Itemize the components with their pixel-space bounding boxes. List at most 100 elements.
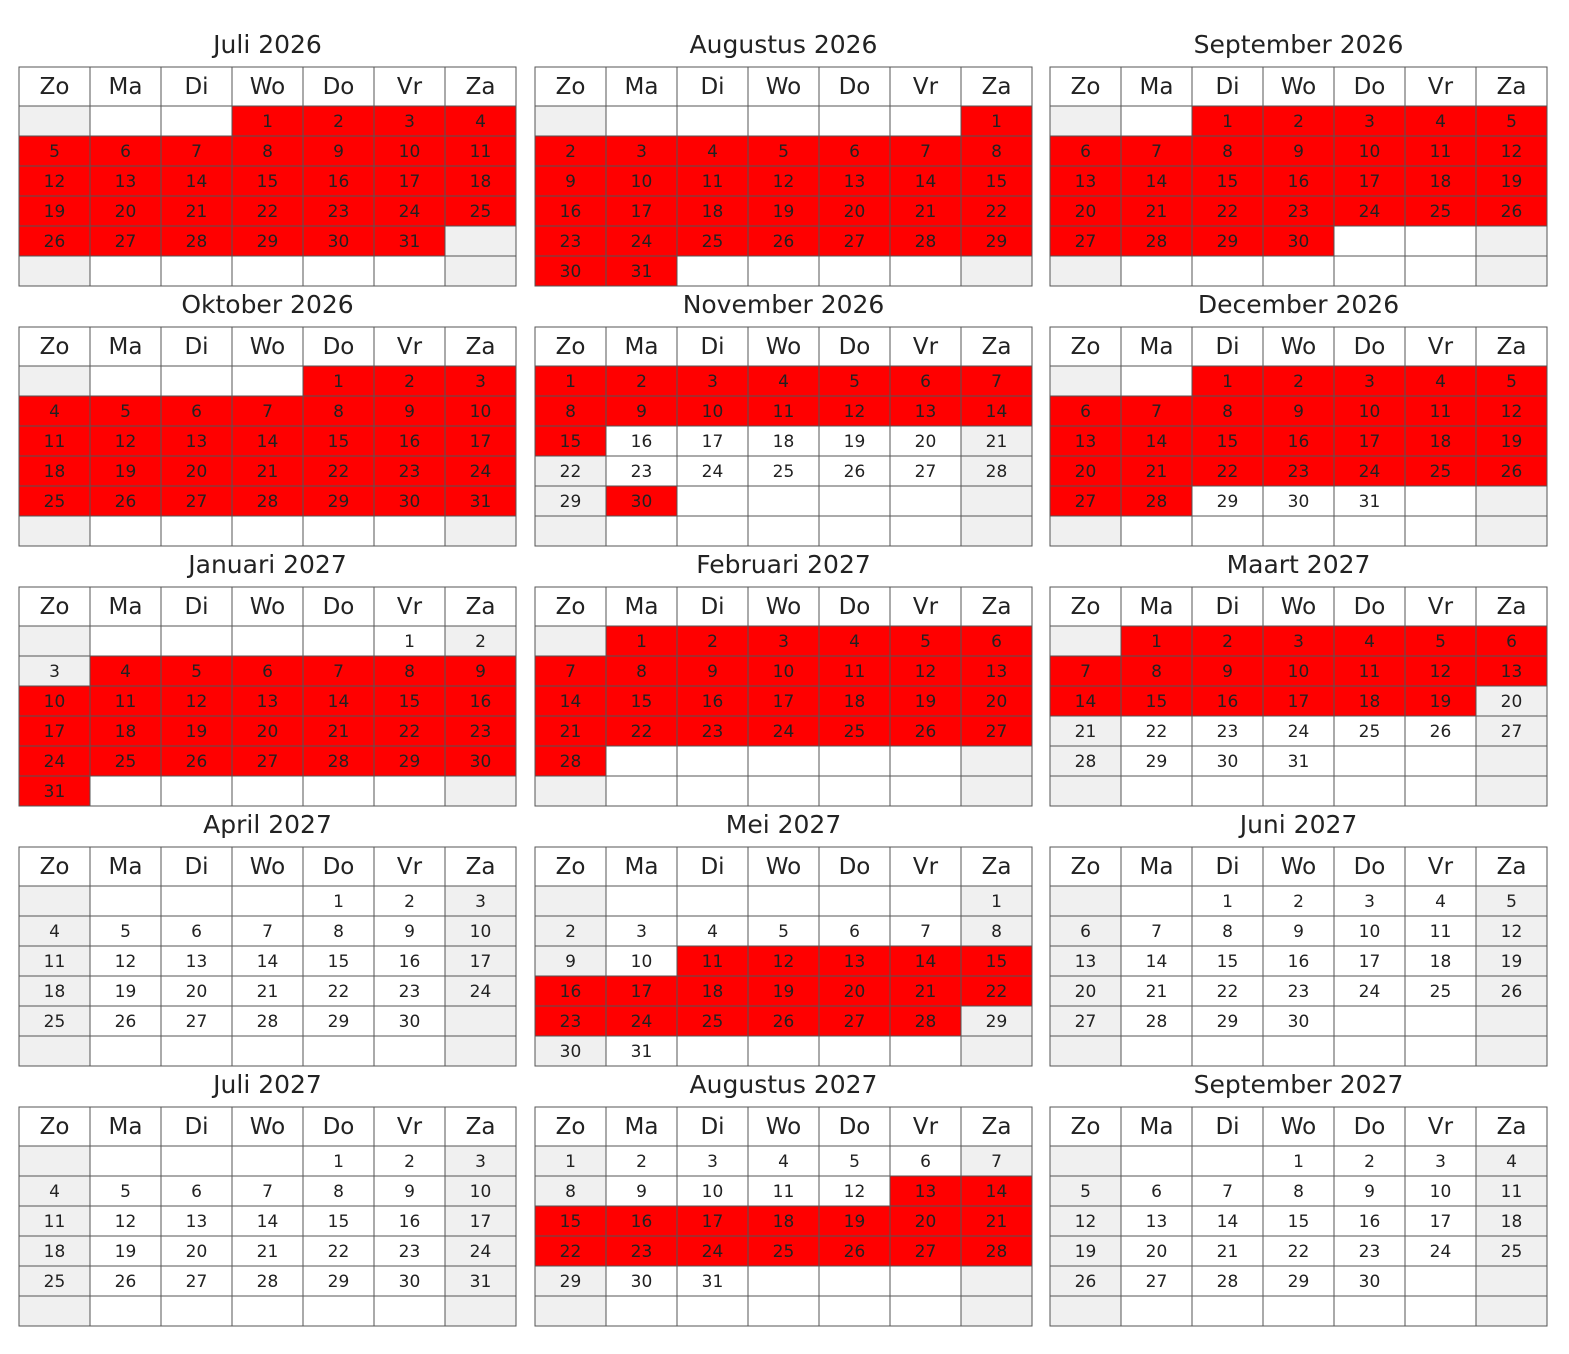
day-number: 4 — [1435, 892, 1446, 912]
day-cell — [89, 945, 162, 977]
day-number: 30 — [1288, 1012, 1310, 1032]
day-number: 5 — [1506, 112, 1517, 132]
booked-day-cell — [534, 395, 607, 427]
day-number: 17 — [631, 202, 653, 222]
day-number: 6 — [191, 1182, 202, 1202]
day-number: 14 — [1146, 432, 1168, 452]
weekday: Wo — [1281, 334, 1316, 360]
day-cell — [160, 1205, 233, 1237]
day-cell — [1262, 775, 1335, 807]
weekday-cell — [18, 66, 91, 107]
day-number: 12 — [115, 1212, 137, 1232]
day-cell — [747, 1145, 820, 1177]
day-cell — [1049, 715, 1122, 747]
day-number: 11 — [44, 432, 66, 452]
weekday-cell — [676, 1106, 749, 1147]
day-cell — [89, 1205, 162, 1237]
day-cell — [1475, 485, 1548, 517]
day-number: 30 — [631, 1272, 653, 1292]
day-cell — [1333, 515, 1406, 547]
day-cell — [676, 105, 749, 137]
day-number: 10 — [1430, 1182, 1452, 1202]
booked-day-cell — [160, 195, 233, 227]
booked-day-cell — [960, 225, 1033, 257]
booked-day-cell — [160, 135, 233, 167]
day-cell — [960, 915, 1033, 947]
day-number: 20 — [186, 982, 208, 1002]
day-number: 14 — [1217, 1212, 1239, 1232]
day-number: 11 — [1430, 922, 1452, 942]
day-number: 23 — [470, 722, 492, 742]
booked-day-cell — [89, 745, 162, 777]
day-number: 13 — [915, 402, 937, 422]
booked-day-cell — [1262, 685, 1335, 717]
day-number: 30 — [328, 232, 350, 252]
day-cell — [1404, 745, 1477, 777]
day-number: 6 — [991, 632, 1002, 652]
booked-day-cell — [1191, 195, 1264, 227]
day-cell — [160, 1265, 233, 1297]
day-number: 6 — [1151, 1182, 1162, 1202]
weekday: Ma — [109, 334, 143, 360]
day-number: 29 — [328, 1012, 350, 1032]
booked-day-cell — [18, 135, 91, 167]
booked-day-cell — [1333, 425, 1406, 457]
day-number: 26 — [844, 1242, 866, 1262]
day-cell — [1404, 225, 1477, 257]
weekday: Do — [1354, 1114, 1386, 1140]
day-number: 17 — [702, 432, 724, 452]
day-cell — [960, 1265, 1033, 1297]
booked-day-cell — [302, 685, 375, 717]
day-cell — [373, 775, 446, 807]
day-number: 8 — [404, 662, 415, 682]
booked-day-cell — [534, 975, 607, 1007]
day-cell — [302, 915, 375, 947]
day-number: 23 — [399, 462, 421, 482]
booked-day-cell — [444, 685, 517, 717]
day-number: 5 — [120, 922, 131, 942]
day-number: 5 — [1506, 892, 1517, 912]
day-number: 5 — [778, 142, 789, 162]
day-number: 23 — [1359, 1242, 1381, 1262]
day-number: 10 — [1359, 402, 1381, 422]
day-number: 10 — [470, 922, 492, 942]
day-number: 6 — [849, 142, 860, 162]
day-number: 8 — [1293, 1182, 1304, 1202]
day-cell — [1333, 885, 1406, 917]
day-cell — [818, 1265, 891, 1297]
day-number: 18 — [1430, 432, 1452, 452]
day-number: 3 — [636, 142, 647, 162]
day-number: 28 — [257, 1272, 279, 1292]
day-number: 26 — [773, 232, 795, 252]
day-number: 14 — [257, 1212, 279, 1232]
day-number: 31 — [1288, 752, 1310, 772]
booked-day-cell — [18, 485, 91, 517]
month-title: Augustus 2026 — [690, 30, 878, 59]
day-number: 4 — [1506, 1152, 1517, 1172]
day-number: 22 — [328, 1242, 350, 1262]
booked-day-cell — [960, 1235, 1033, 1267]
day-number: 8 — [991, 142, 1002, 162]
day-number: 6 — [262, 662, 273, 682]
day-number: 1 — [565, 1152, 576, 1172]
weekday-cell — [1262, 1106, 1335, 1147]
day-cell — [444, 1265, 517, 1297]
day-cell — [1333, 745, 1406, 777]
day-cell — [89, 915, 162, 947]
day-number: 29 — [1217, 232, 1239, 252]
day-number: 7 — [991, 1152, 1002, 1172]
weekday: Do — [323, 1114, 355, 1140]
booked-day-cell — [605, 1005, 678, 1037]
weekday-cell — [231, 1106, 304, 1147]
day-cell — [747, 515, 820, 547]
day-number: 26 — [115, 1012, 137, 1032]
day-cell — [1333, 1145, 1406, 1177]
booked-day-cell — [534, 195, 607, 227]
day-number: 10 — [631, 172, 653, 192]
day-number: 11 — [1430, 402, 1452, 422]
weekday-cell — [747, 66, 820, 107]
day-cell — [302, 775, 375, 807]
day-cell — [231, 515, 304, 547]
day-number: 28 — [257, 492, 279, 512]
